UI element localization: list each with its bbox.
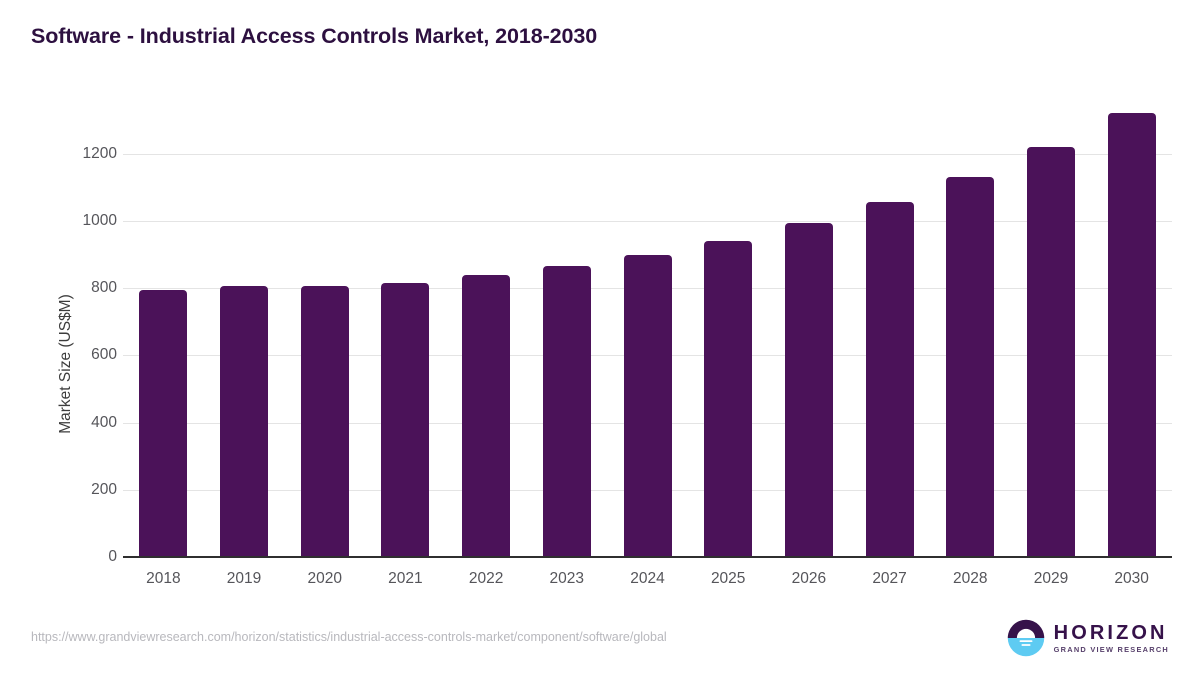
gridline <box>123 489 1172 491</box>
bar[interactable] <box>1026 146 1075 557</box>
x-axis-line <box>123 556 1172 558</box>
logo-wordmark: HORIZON GRAND VIEW RESEARCH <box>1054 623 1169 653</box>
x-axis-tick-label: 2025 <box>710 570 746 587</box>
y-axis-tick-label: 200 <box>91 480 117 498</box>
bar[interactable] <box>300 286 349 557</box>
y-axis-tick-label: 400 <box>91 413 117 431</box>
x-axis-tick-label: 2026 <box>791 570 827 587</box>
page-title: Software - Industrial Access Controls Ma… <box>31 24 598 48</box>
x-axis-tick-label: 2029 <box>1033 570 1069 587</box>
y-axis-tick-label: 0 <box>108 548 117 565</box>
y-axis-tick-label: 1000 <box>82 212 117 229</box>
bar[interactable] <box>784 222 833 557</box>
logo-tagline: GRAND VIEW RESEARCH <box>1053 644 1169 654</box>
x-axis-tick-label: 2024 <box>630 570 665 587</box>
x-axis-tick-label: 2028 <box>953 570 988 587</box>
bar[interactable] <box>946 176 995 557</box>
logo-name: HORIZON <box>1053 621 1168 644</box>
gridline <box>123 288 1172 290</box>
x-axis-tick-label: 2023 <box>549 570 585 587</box>
x-axis-tick-label: 2030 <box>1114 570 1149 587</box>
bar[interactable] <box>542 266 591 557</box>
x-axis-tick-label: 2020 <box>307 570 342 587</box>
x-axis-tick-label: 2019 <box>226 570 262 587</box>
y-axis-tick-label: 600 <box>91 346 117 364</box>
x-axis-tick-label: 2018 <box>146 570 181 587</box>
horizon-logo: HORIZON GRAND VIEW RESEARCH <box>1007 618 1169 658</box>
bar[interactable] <box>381 283 430 557</box>
gridline <box>123 422 1172 424</box>
gridline <box>123 221 1172 222</box>
gridline <box>123 355 1172 357</box>
y-axis-tick-label: 1200 <box>82 144 117 162</box>
bar[interactable] <box>462 275 511 557</box>
bar[interactable] <box>623 254 672 557</box>
bar[interactable] <box>704 240 753 557</box>
source-url[interactable]: https://www.grandviewresearch.com/horizo… <box>31 630 667 644</box>
bar[interactable] <box>865 201 914 557</box>
x-axis-tick-label: 2021 <box>388 570 423 587</box>
y-axis-title: Market Size (US$M) <box>57 294 74 434</box>
x-axis-tick-label: 2022 <box>468 570 504 587</box>
bar[interactable] <box>1107 112 1156 557</box>
y-axis-tick-label: 800 <box>91 279 117 297</box>
bar[interactable] <box>139 290 188 557</box>
bar[interactable] <box>220 286 269 557</box>
x-axis-tick-label: 2027 <box>872 570 907 587</box>
horizon-sunrise-icon <box>1007 619 1045 657</box>
gridline <box>123 153 1172 155</box>
